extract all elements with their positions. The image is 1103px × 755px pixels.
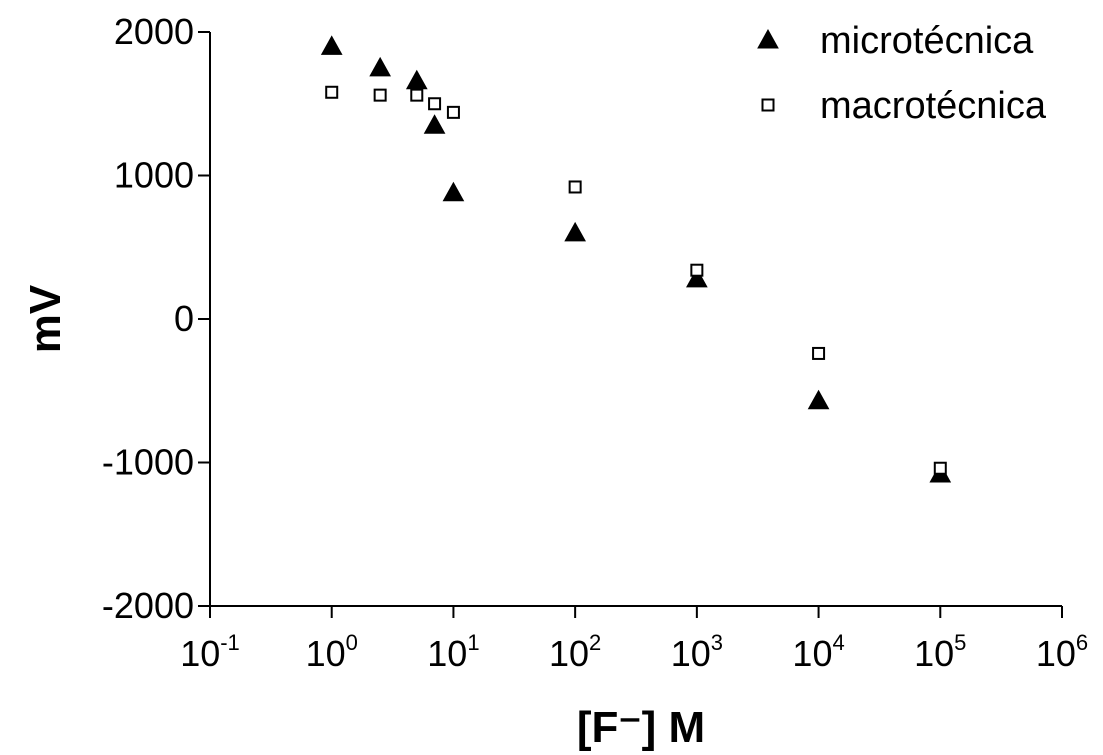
macrotecnica-point — [373, 88, 387, 102]
microtecnica-point — [423, 114, 446, 134]
macrotecnica-point — [325, 85, 339, 99]
x-tick-label: 106 — [1036, 630, 1088, 674]
legend-label: macrotécnica — [820, 85, 1047, 127]
legend-item-macrotecnica: macrotécnica — [761, 85, 1047, 127]
legend-item-microtecnica: microtécnica — [757, 20, 1034, 62]
x-tick-label: 10-1 — [180, 630, 240, 674]
x-tick-label: 103 — [671, 630, 723, 674]
microtecnica-point — [564, 221, 586, 242]
macrotecnica-point — [812, 346, 826, 360]
x-tick-label: 104 — [792, 630, 844, 674]
macrotecnica-point — [446, 105, 460, 119]
legend-label: microtécnica — [820, 20, 1034, 62]
x-tick-label: 102 — [549, 630, 601, 674]
microtecnica-point — [405, 69, 428, 90]
legend-triangle-marker — [757, 28, 779, 49]
x-tick-label: 100 — [306, 630, 358, 674]
microtecnica-point — [442, 181, 465, 202]
y-tick-label: 1000 — [114, 155, 194, 196]
x-axis-title: [F⁻] M — [577, 703, 705, 752]
y-tick-label: -2000 — [102, 585, 194, 626]
legend: microtécnica macrotécnica — [757, 20, 1047, 127]
microtecnica-point — [686, 267, 708, 288]
x-tick-label: 105 — [914, 630, 966, 674]
x-ticks: 10-1 100 101 102 103 104 105 106 — [180, 606, 1088, 674]
y-ticks: -2000 -1000 0 1000 2000 — [102, 11, 210, 626]
y-axis-title: mV — [21, 284, 70, 353]
macrotecnica-point — [690, 263, 704, 277]
y-tick-label: 2000 — [114, 11, 194, 52]
data-points — [320, 35, 952, 483]
macrotecnica-point — [568, 180, 582, 194]
legend-square-marker — [761, 98, 775, 112]
microtecnica-point — [320, 35, 343, 55]
microtecnica-point — [369, 56, 391, 77]
y-tick-label: -1000 — [102, 442, 194, 483]
macrotecnica-point — [933, 461, 947, 475]
macrotecnica-point — [410, 88, 424, 102]
x-tick-label: 101 — [427, 630, 479, 674]
microtecnica-point — [807, 389, 830, 410]
y-tick-label: 0 — [174, 298, 194, 339]
macrotecnica-point — [428, 97, 442, 111]
